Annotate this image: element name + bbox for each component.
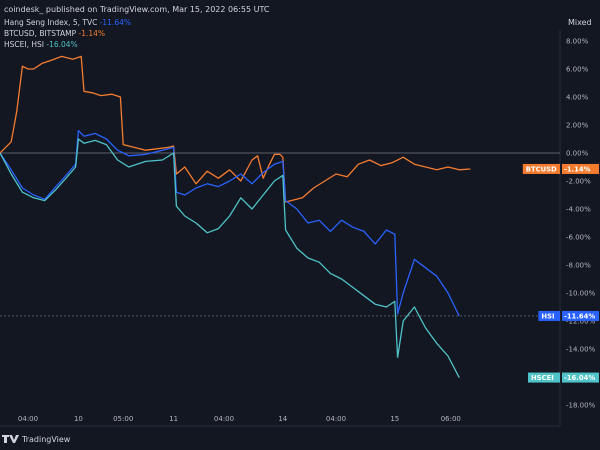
- price-tag-value: -11.64%: [564, 312, 595, 320]
- price-tag-label: HSCEI: [531, 374, 554, 382]
- legend-item-value: -1.14%: [79, 29, 106, 38]
- y-tick-label: -4.00%: [566, 206, 591, 214]
- x-tick-label: 10: [74, 415, 83, 423]
- publisher-line: coindesk_ published on TradingView.com, …: [4, 5, 270, 14]
- x-tick-label: 14: [278, 415, 287, 423]
- x-tick-label: 04:00: [18, 415, 38, 423]
- x-tick-label: 05:00: [113, 415, 133, 423]
- legend-item-name: HSCEI, HSI: [4, 40, 46, 49]
- legend-item-value: -16.04%: [46, 40, 77, 49]
- legend-item-name: Hang Seng Index, 5, TVC: [4, 18, 100, 27]
- tradingview-logo-icon: [2, 435, 19, 443]
- legend-item-name: BTCUSD, BITSTAMP: [4, 29, 79, 38]
- price-tag-hscei: HSCEI -16.04%: [528, 372, 599, 383]
- y-tick-label: 2.00%: [566, 122, 589, 130]
- y-tick-label: -12.00%: [566, 318, 596, 326]
- y-tick-label: 4.00%: [566, 94, 589, 102]
- series-group: [0, 55, 471, 378]
- y-tick-label: 6.00%: [566, 66, 589, 74]
- price-tag-value-box: [562, 372, 599, 383]
- x-tick-label: 11: [169, 415, 178, 423]
- x-tick-label: 04:00: [326, 415, 346, 423]
- y-tick-label: -14.00%: [566, 346, 596, 354]
- tradingview-logo[interactable]: TradingView: [2, 435, 71, 444]
- price-tag-value-box: [562, 163, 599, 174]
- legend-item[interactable]: HSCEI, HSI -16.04%: [4, 40, 78, 49]
- legend: Hang Seng Index, 5, TVC -11.64% BTCUSD, B…: [4, 18, 131, 49]
- y-tick-label: -18.00%: [566, 402, 596, 410]
- y-tick-label: 8.00%: [566, 38, 589, 46]
- price-tag-label-box: [522, 163, 560, 174]
- tradingview-wordmark: TradingView: [21, 435, 71, 444]
- price-tag-label: HSI: [541, 312, 554, 320]
- price-tag-value-box: [562, 310, 599, 321]
- legend-item-value: -11.64%: [100, 18, 131, 27]
- price-tag-label: BTCUSD: [526, 165, 557, 173]
- scale-mode-label[interactable]: Mixed: [568, 18, 592, 27]
- price-tag-label-box: [528, 372, 560, 383]
- y-tick-label: 0.00%: [566, 150, 589, 158]
- y-tick-label: -6.00%: [566, 234, 591, 242]
- last-value-tags: BTCUSD -1.14% HSI -11.64% HSCEI -16.04%: [522, 163, 599, 383]
- y-tick-label: -10.00%: [566, 290, 596, 298]
- x-axis-ticks: 04:00 10 05:00 11 04:00 14 04:00 15 06:00: [18, 415, 461, 423]
- legend-item[interactable]: Hang Seng Index, 5, TVC -11.64%: [4, 18, 131, 27]
- y-tick-label: -2.00%: [566, 178, 591, 186]
- price-tag-btc: BTCUSD -1.14%: [522, 163, 599, 174]
- series-line-hscei[interactable]: [0, 138, 460, 378]
- y-axis-ticks: 8.00% 6.00% 4.00% 2.00% 0.00% -2.00% -4.00% -6.…: [566, 38, 596, 410]
- series-line-btc[interactable]: [0, 55, 471, 203]
- x-tick-label: 06:00: [441, 415, 461, 423]
- price-tag-value: -1.14%: [564, 165, 591, 173]
- x-tick-label: 15: [390, 415, 399, 423]
- y-tick-label: -8.00%: [566, 262, 591, 270]
- price-tag-value: -16.04%: [564, 374, 595, 382]
- legend-item[interactable]: BTCUSD, BITSTAMP -1.14%: [4, 29, 105, 38]
- x-tick-label: 04:00: [214, 415, 234, 423]
- price-tag-hsi: HSI -11.64%: [538, 310, 599, 321]
- price-tag-label-box: [538, 310, 560, 321]
